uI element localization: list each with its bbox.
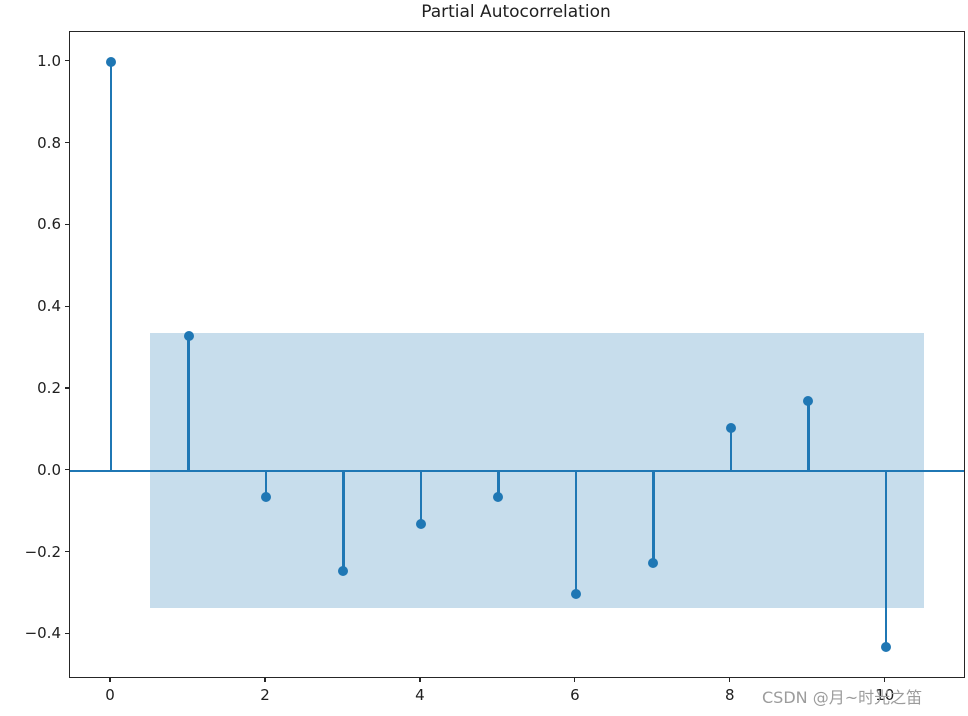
stem-lag-10: [884, 470, 887, 647]
stem-lag-3: [342, 470, 345, 572]
data-point-lag-0: [106, 56, 117, 67]
stem-lag-7: [652, 470, 655, 563]
x-tick-label: 10: [875, 686, 895, 704]
y-tick-mark: [65, 60, 69, 62]
x-tick-label: 6: [570, 686, 580, 704]
data-point-lag-8: [725, 422, 736, 433]
data-point-lag-6: [570, 588, 581, 599]
y-tick-label: 0.6: [37, 215, 61, 234]
data-point-lag-4: [415, 519, 426, 530]
data-point-lag-10: [880, 641, 891, 652]
x-tick-mark: [729, 678, 731, 682]
y-tick-label: 0.4: [37, 297, 61, 316]
data-point-lag-1: [183, 330, 194, 341]
stem-lag-8: [729, 427, 733, 471]
x-tick-label: 8: [725, 686, 735, 704]
y-tick-mark: [65, 387, 69, 389]
data-point-lag-2: [260, 492, 271, 503]
x-tick-mark: [884, 678, 886, 682]
stem-lag-6: [574, 470, 578, 594]
x-tick-mark: [419, 678, 421, 682]
stem-lag-2: [264, 470, 268, 498]
x-tick-label: 4: [415, 686, 425, 704]
y-tick-label: 1.0: [37, 51, 61, 70]
stem-lag-0: [109, 61, 113, 471]
stem-lag-9: [807, 401, 810, 471]
watermark: CSDN @月~时光之笛: [762, 688, 923, 707]
data-point-lag-7: [648, 557, 659, 568]
x-tick-mark: [574, 678, 576, 682]
chart-title: Partial Autocorrelation: [421, 2, 611, 22]
stem-lag-5: [497, 470, 500, 498]
plot-area: [69, 31, 965, 678]
y-tick-mark: [65, 551, 69, 553]
y-tick-label: 0.8: [37, 133, 61, 152]
data-point-lag-9: [803, 396, 814, 407]
stem-lag-1: [187, 335, 190, 471]
y-tick-mark: [65, 305, 69, 307]
y-tick-label: 0.0: [37, 460, 61, 479]
stem-lag-4: [419, 470, 423, 525]
data-point-lag-5: [493, 492, 504, 503]
data-point-lag-3: [338, 566, 349, 577]
y-tick-mark: [65, 223, 69, 226]
y-tick-mark: [65, 469, 69, 471]
y-tick-label: −0.2: [24, 542, 61, 561]
zero-line: [70, 469, 964, 472]
x-tick-mark: [109, 678, 111, 682]
x-tick-label: 0: [105, 686, 115, 704]
x-tick-mark: [264, 678, 266, 682]
y-tick-label: 0.2: [37, 379, 61, 398]
y-tick-mark: [65, 142, 69, 144]
y-tick-label: −0.4: [24, 624, 61, 643]
y-tick-mark: [65, 632, 69, 635]
x-tick-label: 2: [260, 686, 270, 704]
